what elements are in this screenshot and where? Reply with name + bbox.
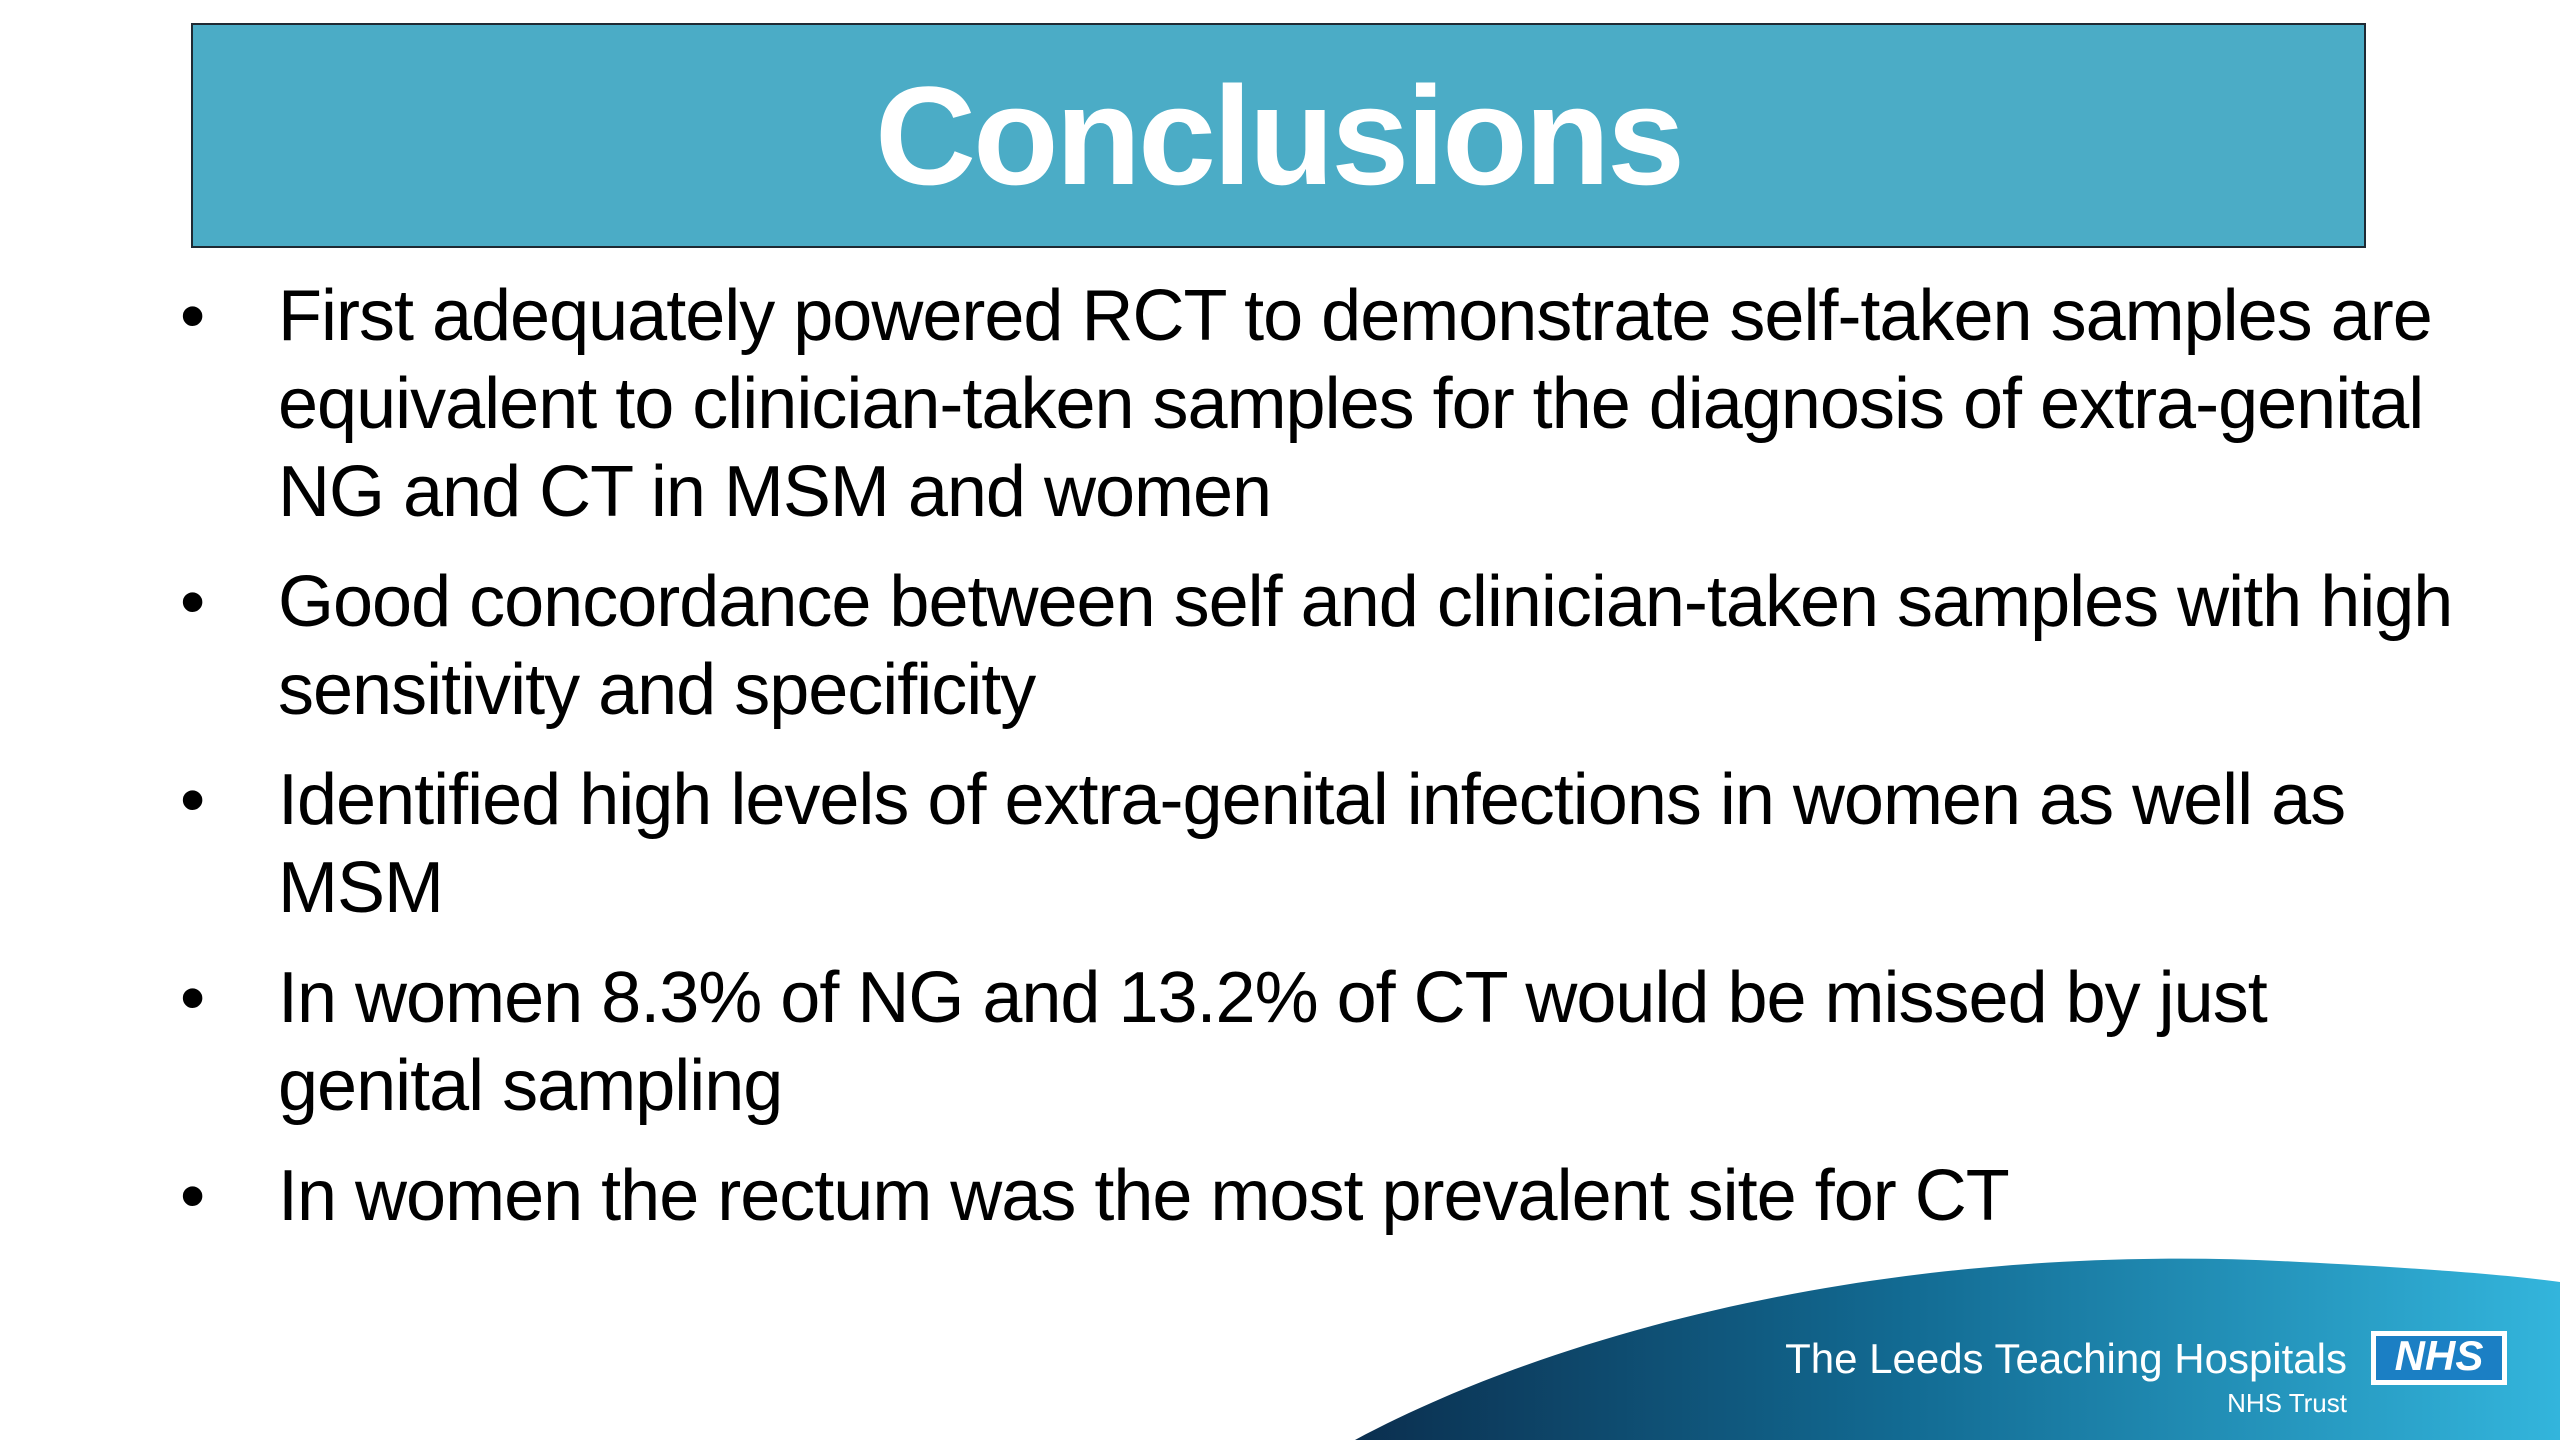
trust-label: NHS Trust xyxy=(2227,1388,2348,1418)
slide-title: Conclusions xyxy=(874,56,1685,214)
bullet-item: In women 8.3% of NG and 13.2% of CT woul… xyxy=(180,954,2480,1130)
nhs-logo-inner xyxy=(2376,1336,2502,1380)
bullet-list: First adequately powered RCT to demonstr… xyxy=(180,272,2480,1262)
bullet-item: Identified high levels of extra-genital … xyxy=(180,756,2480,932)
bullet-item: In women the rectum was the most prevale… xyxy=(180,1152,2480,1240)
bullet-item: First adequately powered RCT to demonstr… xyxy=(180,272,2480,536)
nhs-logo-text: NHS xyxy=(2395,1332,2484,1379)
title-banner: Conclusions xyxy=(191,23,2366,248)
bullet-item: Good concordance between self and clinic… xyxy=(180,558,2480,734)
organization-name: The Leeds Teaching Hospitals xyxy=(1785,1335,2347,1382)
footer-swoosh xyxy=(1355,1258,2560,1440)
